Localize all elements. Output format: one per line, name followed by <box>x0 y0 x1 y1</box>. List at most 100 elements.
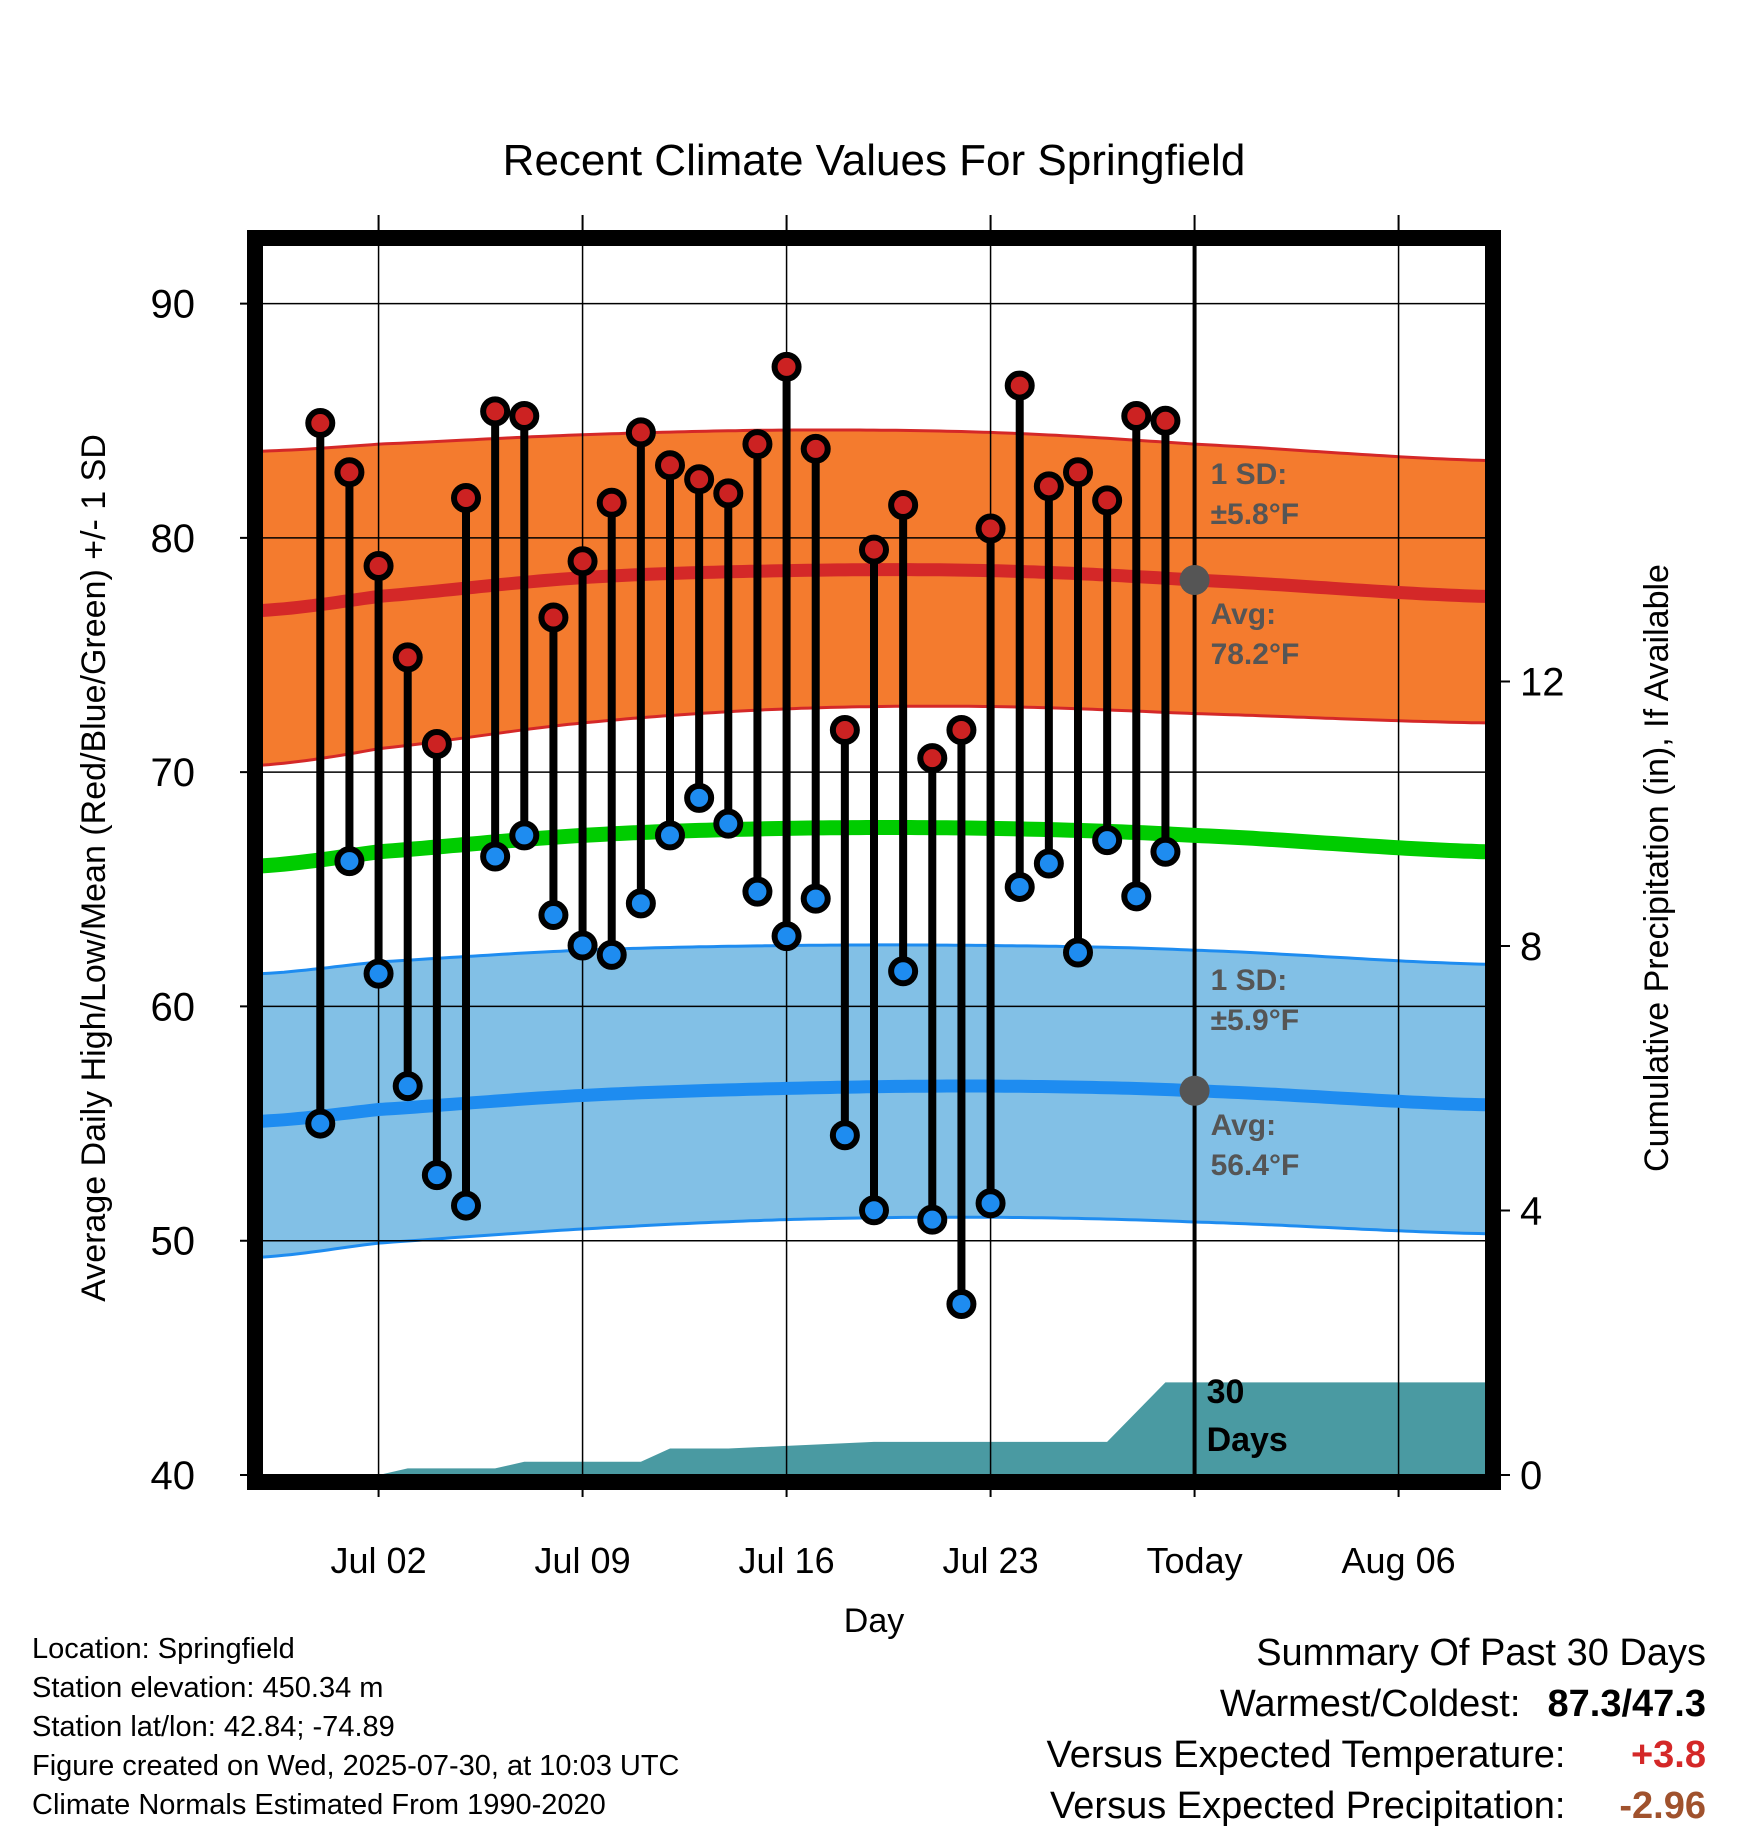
daily-low-point <box>334 846 365 877</box>
precip-value: -2.96 <box>1619 1785 1706 1827</box>
daily-high-point <box>888 490 919 521</box>
daily-high-point <box>1033 471 1064 502</box>
precip-area <box>262 1382 1486 1475</box>
daily-low-point <box>567 930 598 961</box>
y2-tick-label: 4 <box>1520 1189 1542 1233</box>
daily-high-point <box>859 534 889 565</box>
daily-low-point <box>1150 836 1181 867</box>
daily-low-point <box>917 1204 948 1235</box>
high-avg-label: Avg: <box>1211 598 1277 631</box>
created-text: Figure created on Wed, 2025-07-30, at 10… <box>32 1750 680 1782</box>
daily-high-point <box>625 417 656 448</box>
y-tick-label: 50 <box>151 1220 196 1264</box>
x-tick-label: Jul 09 <box>535 1540 631 1581</box>
low-avg-value: 56.4°F <box>1211 1149 1300 1182</box>
daily-high-point <box>917 743 948 774</box>
daily-low-point <box>1004 871 1035 902</box>
summary-precipitation: Versus Expected Precipitation: -2.96 <box>1047 1781 1706 1832</box>
daily-high-point <box>480 396 511 427</box>
summary-panel: Summary Of Past 30 Days Warmest/Coldest:… <box>1047 1628 1706 1832</box>
daily-high-point <box>392 642 423 673</box>
days-label-line2: Days <box>1207 1421 1288 1459</box>
daily-high-point <box>975 513 1006 544</box>
x-axis-label: Day <box>844 1602 904 1640</box>
summary-heading: Summary Of Past 30 Days <box>1256 1632 1706 1674</box>
daily-high-point <box>829 714 860 745</box>
y-tick-label: 40 <box>151 1454 196 1498</box>
high-sd-value: ±5.8°F <box>1211 498 1300 531</box>
daily-high-point <box>946 714 977 745</box>
daily-low-point <box>800 883 831 914</box>
high-sd-upper-line <box>261 428 1487 462</box>
daily-high-point <box>1150 405 1181 436</box>
daily-low-point <box>888 956 919 987</box>
y2-tick-label: 0 <box>1520 1454 1542 1498</box>
daily-low-point <box>305 1108 336 1139</box>
x-tick-label: Aug 06 <box>1342 1540 1456 1581</box>
daily-low-point <box>859 1195 889 1226</box>
days-label-line1: 30 <box>1207 1373 1245 1411</box>
daily-low-point <box>975 1188 1006 1219</box>
daily-high-point <box>742 429 773 460</box>
daily-low-point <box>392 1071 423 1102</box>
daily-low-point <box>480 841 511 872</box>
daily-low-point <box>655 820 685 851</box>
low-sd-label: 1 SD: <box>1211 964 1288 997</box>
daily-high-point <box>567 546 598 577</box>
daily-low-point <box>771 921 802 952</box>
temp-value: +3.8 <box>1630 1734 1706 1776</box>
daily-low-point <box>509 820 540 851</box>
y-tick-label: 60 <box>151 985 196 1029</box>
daily-high-point <box>1004 370 1035 401</box>
daily-low-point <box>1092 825 1123 856</box>
daily-high-point <box>305 408 336 439</box>
daily-low-point <box>1033 848 1064 879</box>
location-text: Location: Springfield <box>32 1633 295 1665</box>
y-tick-label: 80 <box>151 517 196 561</box>
daily-high-point <box>771 351 802 382</box>
daily-high-point <box>1063 457 1093 488</box>
today-low-marker <box>1179 1075 1210 1106</box>
high-sd-label: 1 SD: <box>1211 458 1288 491</box>
daily-high-point <box>334 457 365 488</box>
x-tick-label: Jul 02 <box>331 1540 427 1581</box>
temp-label: Versus Expected Temperature: <box>1046 1734 1566 1776</box>
precip-label: Versus Expected Precipitation: <box>1050 1785 1566 1827</box>
daily-high-point <box>451 483 481 514</box>
summary-temperature: Versus Expected Temperature: +3.8 <box>1047 1730 1706 1781</box>
station-info: Location: Springfield Station elevation:… <box>32 1630 680 1825</box>
daily-low-point <box>713 808 744 839</box>
daily-high-point <box>421 729 452 760</box>
daily-high-point <box>1092 485 1123 516</box>
chart-title: Recent Climate Values For Springfield <box>503 136 1246 185</box>
daily-low-point <box>363 958 394 989</box>
high-avg-value: 78.2°F <box>1211 638 1300 671</box>
daily-high-point <box>596 487 627 518</box>
daily-low-point <box>946 1288 977 1319</box>
today-high-marker <box>1179 565 1210 596</box>
daily-low-point <box>538 900 569 931</box>
y2-axis-label: Cumulative Precipitation (in), If Availa… <box>1638 564 1676 1172</box>
latlon-text: Station lat/lon: 42.84; -74.89 <box>32 1711 395 1743</box>
daily-low-point <box>829 1120 860 1151</box>
low-sd-value: ±5.9°F <box>1211 1004 1300 1037</box>
summary-warmest-coldest: Warmest/Coldest: 87.3/47.3 <box>1047 1679 1706 1730</box>
low-avg-label: Avg: <box>1211 1109 1277 1142</box>
y-tick-label: 90 <box>151 283 196 327</box>
daily-low-point <box>421 1160 452 1191</box>
daily-low-point <box>1063 937 1093 968</box>
daily-high-point <box>363 550 394 581</box>
daily-high-point <box>1121 401 1152 432</box>
daily-high-point <box>509 401 540 432</box>
y-tick-label: 70 <box>151 751 196 795</box>
y-axis-label: Average Daily High/Low/Mean (Red/Blue/Gr… <box>75 434 113 1302</box>
daily-high-point <box>713 478 744 509</box>
daily-low-point <box>625 888 656 919</box>
daily-high-point <box>684 464 715 495</box>
warmest-coldest-value: 87.3/47.3 <box>1547 1683 1706 1725</box>
daily-high-point <box>655 450 685 481</box>
daily-high-point <box>800 433 831 464</box>
x-tick-label: Today <box>1147 1540 1243 1581</box>
daily-low-point <box>1121 881 1152 912</box>
